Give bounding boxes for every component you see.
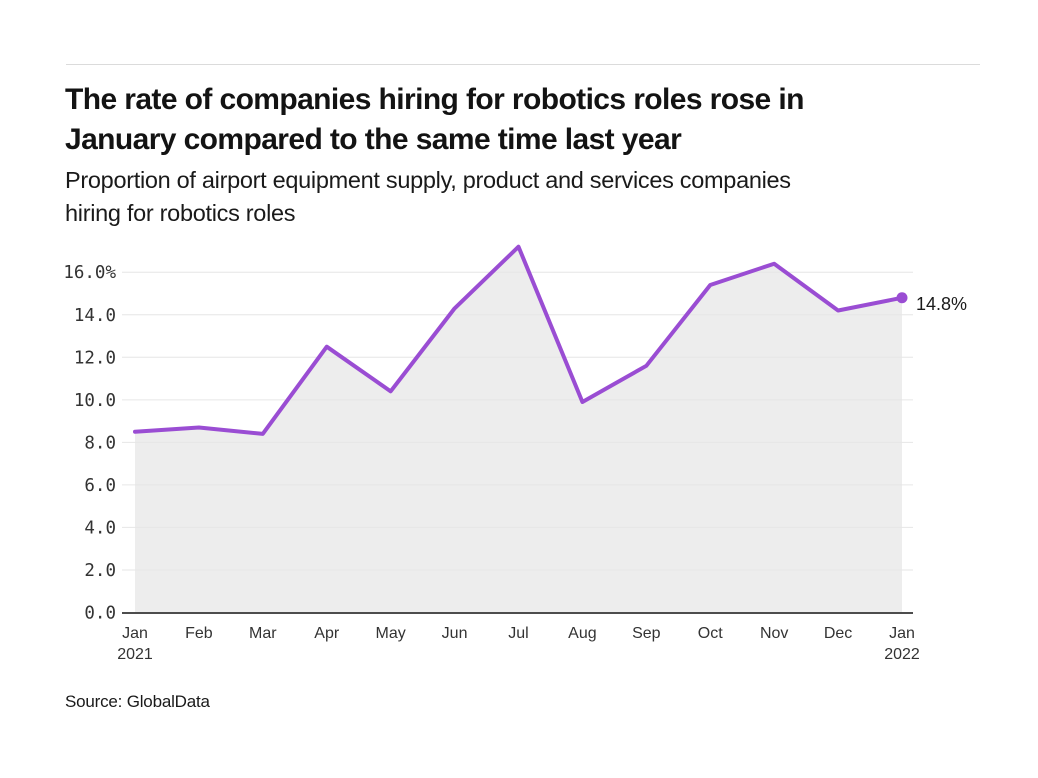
x-axis-tick-label: Mar — [249, 625, 277, 642]
x-axis-tick-label: Feb — [185, 625, 213, 642]
top-divider — [66, 64, 980, 65]
x-axis-year-label: 2021 — [117, 646, 153, 663]
y-axis-tick-label: 6.0 — [84, 476, 116, 496]
x-axis-tick-label: Aug — [568, 625, 596, 642]
y-axis-tick-label: 4.0 — [84, 518, 116, 538]
x-axis-tick-label: Jul — [508, 625, 528, 642]
x-axis-tick-label: Jan — [122, 625, 148, 642]
x-axis-tick-label: Nov — [760, 625, 788, 642]
y-axis-tick-label: 12.0 — [74, 348, 116, 368]
x-axis-tick-label: Jun — [442, 625, 468, 642]
y-axis-tick-label: 8.0 — [84, 433, 116, 453]
chart-title: The rate of companies hiring for robotic… — [65, 83, 804, 156]
source-note: Source: GlobalData — [65, 692, 210, 711]
x-axis-tick-label: Sep — [632, 625, 661, 642]
chart-canvas: 0.0 2.0 4.0 6.0 8.0 10.0 12.0 14.0 16.0% Jan 2021 F… — [63, 244, 967, 663]
x-axis-tick-label: Dec — [824, 625, 852, 642]
last-point-value-label: 14.8% — [916, 294, 967, 314]
x-axis-tick-label: Apr — [314, 625, 340, 642]
x-axis-tick-label: Oct — [698, 625, 723, 642]
y-axis-tick-label: 0.0 — [84, 604, 116, 624]
line-chart: 0.0 2.0 4.0 6.0 8.0 10.0 12.0 14.0 16.0% Jan 2021 F… — [40, 238, 1000, 670]
y-axis-tick-label: 14.0 — [74, 306, 116, 326]
x-axis-year-label: 2022 — [884, 646, 920, 663]
y-axis-tick-label: 2.0 — [84, 561, 116, 581]
x-axis-tick-label: May — [376, 625, 406, 642]
y-axis-tick-label: 10.0 — [74, 391, 116, 411]
last-point-marker — [896, 292, 908, 304]
y-axis-tick-label: 16.0% — [63, 263, 116, 283]
x-axis-tick-label: Jan — [889, 625, 915, 642]
series-area-fill — [135, 246, 902, 613]
series-line — [133, 244, 904, 436]
chart-subtitle: Proportion of airport equipment supply, … — [65, 167, 791, 226]
